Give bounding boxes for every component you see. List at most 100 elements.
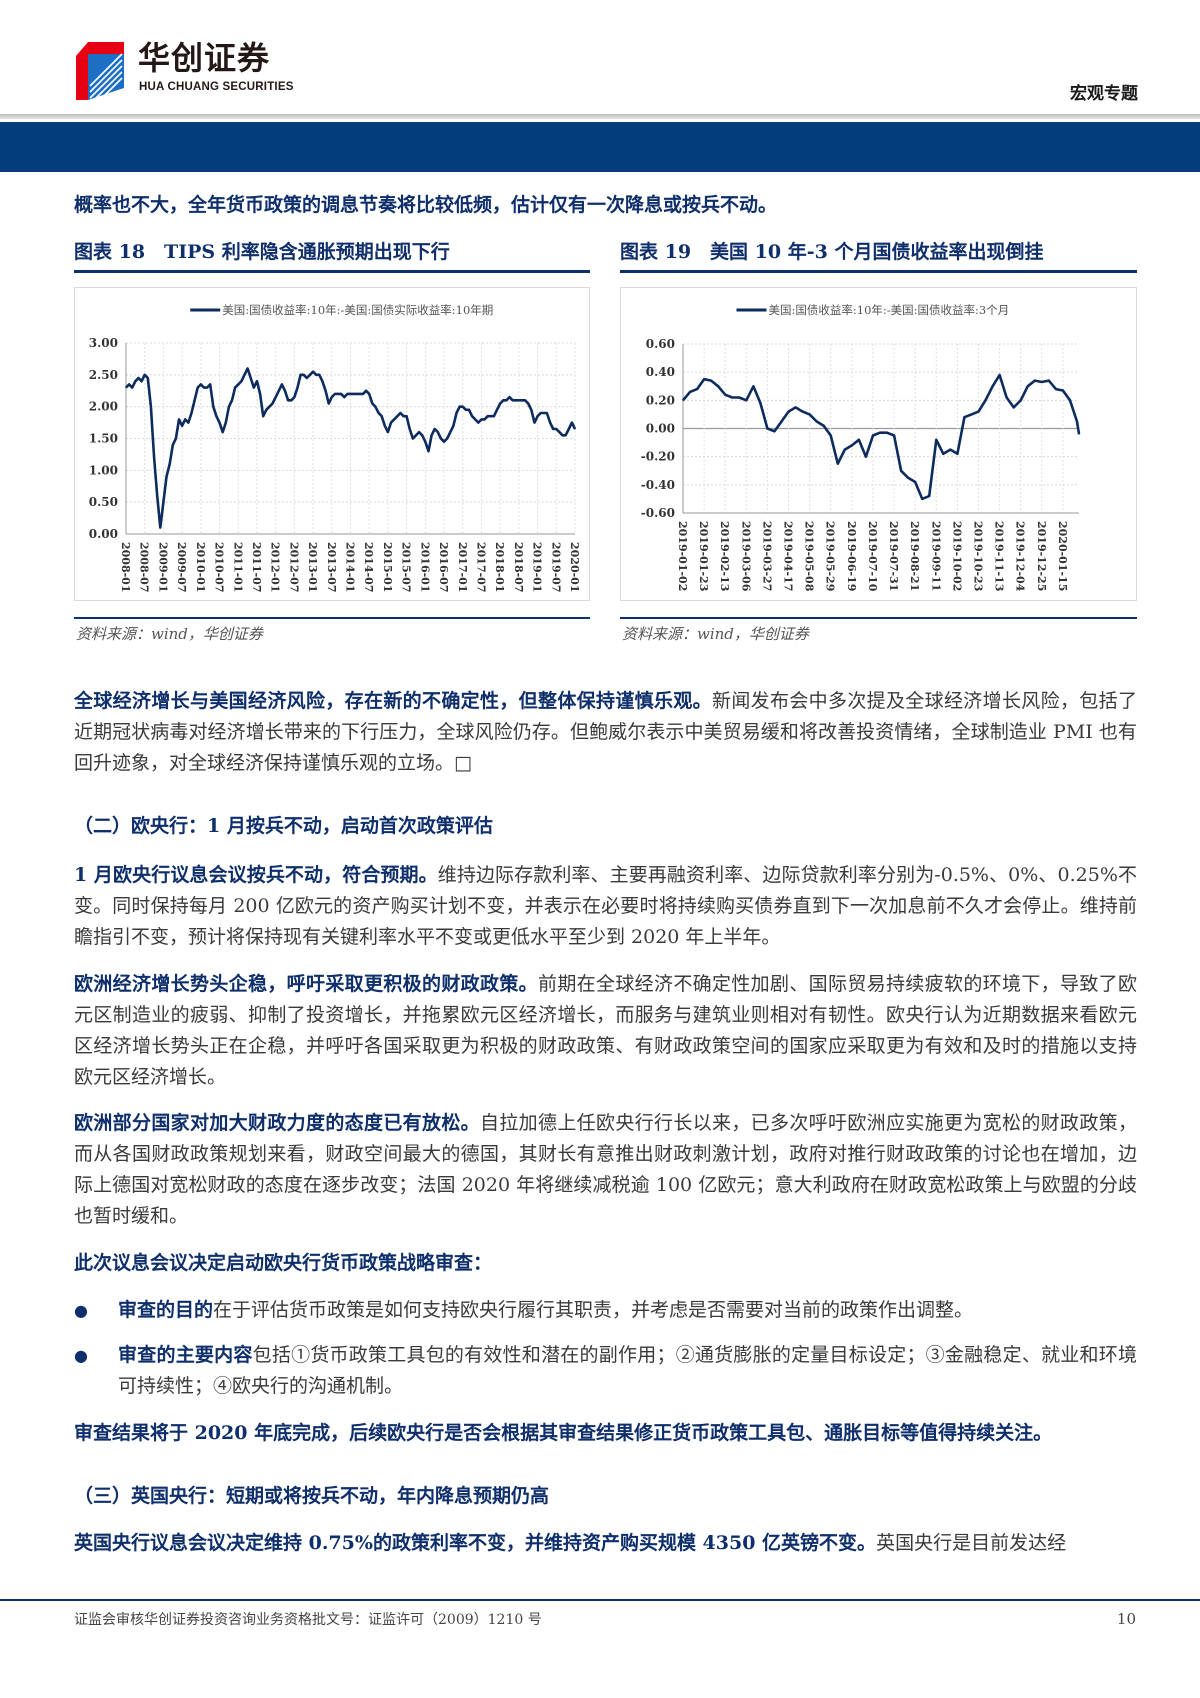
chart-tips-inflation: 美国:国债收益率:10年:-美国:国债实际收益率:10年期 0.00 0.50 1.0… <box>74 287 590 601</box>
chart-19-svg: 美国:国债收益率:10年:-美国:国债收益率:3个月 -0.60 -0.40 -0.2… <box>641 303 1081 592</box>
x-tick-label: 2019-10-02 <box>950 521 963 591</box>
paragraph-lead: 1 月欧央行议息会议按兵不动，符合预期。 <box>74 864 438 886</box>
x-tick-label: 2010-01 <box>194 542 207 593</box>
data-point <box>140 380 143 382</box>
x-tick-label: 2010-07 <box>213 542 226 593</box>
data-point <box>907 477 909 479</box>
section-heading-ecb: （二）欧央行：1 月按兵不动，启动首次政策评估 <box>74 815 493 837</box>
data-point <box>368 393 370 395</box>
header-band <box>0 122 1200 172</box>
data-point <box>212 406 214 408</box>
data-point <box>443 441 445 443</box>
data-point <box>340 393 342 395</box>
y-tick-label: 3.00 <box>89 336 118 350</box>
data-point <box>474 418 476 420</box>
data-point <box>1020 399 1022 401</box>
y-tick-label: 2.50 <box>89 368 118 382</box>
data-point <box>773 430 776 432</box>
data-point <box>128 383 130 385</box>
x-tick-label: 2019-01-02 <box>676 521 689 591</box>
source-rule <box>74 617 590 619</box>
x-tick-label: 2011-07 <box>250 542 263 593</box>
x-tick-label: 2015-07 <box>400 542 413 593</box>
figure-18-title: 图表 18 TIPS 利率隐含通胀预期出现下行 <box>74 240 590 273</box>
section-heading-boe: （三）英国央行：短期或将按兵不动，年内降息预期仍高 <box>74 1485 550 1507</box>
x-tick-label: 2019-05-29 <box>824 521 837 591</box>
data-point <box>823 425 825 427</box>
data-point <box>745 399 747 401</box>
data-point <box>206 386 208 389</box>
x-tick-label: 2019-03-06 <box>739 521 752 592</box>
legend-label: 美国:国债收益率:10年:-美国:国债收益率:3个月 <box>769 303 1010 317</box>
data-point <box>197 386 199 389</box>
data-point <box>371 402 373 405</box>
data-point <box>1069 399 1071 401</box>
x-tick-label: 2019-04-17 <box>782 521 795 591</box>
data-point <box>318 374 320 376</box>
data-point <box>178 418 180 420</box>
data-point <box>421 434 423 436</box>
data-point <box>321 380 324 382</box>
data-point <box>315 374 317 376</box>
data-point <box>365 390 367 392</box>
data-point <box>187 421 189 424</box>
data-point <box>928 495 930 497</box>
data-point <box>471 415 473 417</box>
y-tick-label: -0.20 <box>641 450 675 464</box>
data-point <box>900 470 902 472</box>
x-tick-label: 2012-07 <box>287 542 300 593</box>
paragraph-lead: 欧洲部分国家对加大财政力度的态度已有放松。 <box>74 1112 480 1134</box>
data-point <box>337 393 339 395</box>
data-point <box>334 393 336 395</box>
legend-label: 美国:国债收益率:10年:-美国:国债实际收益率:10年期 <box>222 303 493 317</box>
data-point <box>312 371 314 373</box>
data-point <box>247 367 249 370</box>
data-point <box>384 425 386 427</box>
data-point <box>259 393 261 395</box>
data-point <box>546 412 548 414</box>
data-point <box>851 444 853 446</box>
data-point <box>203 386 205 389</box>
x-tick-label: 2019-05-08 <box>803 521 816 592</box>
x-tick-label: 2019-12-25 <box>1035 521 1048 591</box>
data-point <box>175 437 177 440</box>
data-point <box>515 399 517 401</box>
data-point <box>703 378 705 380</box>
paragraph-body: 前期在全球经济不确定性加剧、国际贸易持续疲软的环境下，导致了欧元区制造业的疲弱、… <box>74 973 1137 1088</box>
page-number: 10 <box>1116 1610 1136 1628</box>
data-point <box>446 437 448 440</box>
x-tick-label: 2015-01 <box>381 542 394 593</box>
data-point <box>131 386 133 389</box>
data-point <box>1013 406 1015 408</box>
data-point <box>865 456 867 458</box>
data-point <box>837 463 839 465</box>
paragraph-review-result: 审查结果将于 2020 年底完成，后续欧央行是否会根据其审查结果修正货币政策工具… <box>74 1422 1053 1444</box>
data-point <box>1076 420 1078 423</box>
x-tick-label: 2014-07 <box>362 542 375 593</box>
data-point <box>390 421 392 424</box>
data-point <box>437 431 439 433</box>
data-point <box>452 425 454 427</box>
data-point <box>1041 381 1043 383</box>
x-tick-label: 2019-03-27 <box>760 521 773 591</box>
data-point <box>555 428 557 430</box>
data-point <box>377 412 380 414</box>
bullet-lead: 审查的目的 <box>118 1299 214 1321</box>
data-point <box>181 425 183 427</box>
data-point <box>275 396 277 398</box>
figure-19-title: 图表 19 美国 10 年-3 个月国债收益率出现倒挂 <box>620 240 1137 273</box>
paragraph-fiscal-stance: 欧洲部分国家对加大财政力度的态度已有放松。自拉加德上任欧央行行长以来，已多次呼吁… <box>74 1108 1137 1232</box>
x-tick-label: 2016-07 <box>437 542 450 593</box>
data-point <box>527 402 529 405</box>
x-tick-label: 2019-07 <box>549 542 562 593</box>
data-point <box>215 415 218 417</box>
data-point <box>963 416 966 418</box>
paragraph-lead: 全球经济增长与美国经济风险，存在新的不确定性，但整体保持谨慎乐观。 <box>74 690 712 712</box>
paragraph-ecb-decision: 1 月欧央行议息会议按兵不动，符合预期。维持边际存款利率、主要再融资利率、边际贷… <box>74 860 1137 953</box>
data-point <box>353 393 355 395</box>
data-point <box>449 431 451 433</box>
y-tick-label: 0.50 <box>89 495 118 509</box>
x-tick-label: 2017-07 <box>474 542 487 593</box>
y-tick-label: 0.20 <box>646 393 675 407</box>
data-point <box>998 374 1001 376</box>
